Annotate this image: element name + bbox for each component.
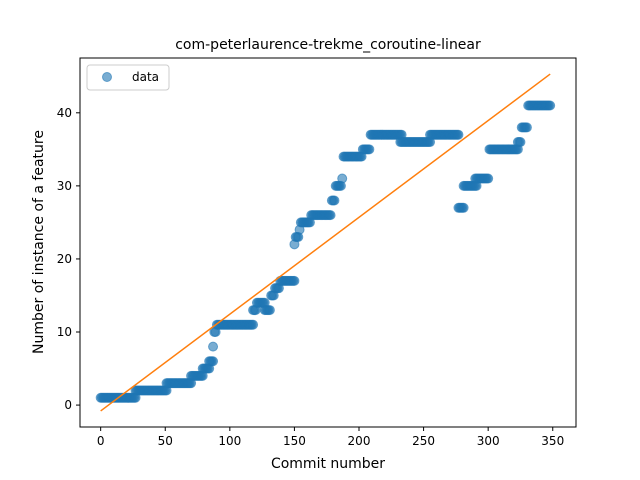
x-axis-ticks: 0 50 100 150 200 250 300 350 bbox=[97, 427, 564, 448]
legend-box bbox=[86, 64, 170, 91]
data-point bbox=[208, 356, 219, 367]
y-tick-label: 10 bbox=[57, 325, 72, 339]
x-tick-label: 50 bbox=[158, 434, 173, 448]
y-tick-label: 40 bbox=[57, 106, 72, 120]
data-points bbox=[95, 100, 556, 403]
x-tick-label: 100 bbox=[218, 434, 241, 448]
data-point bbox=[329, 195, 340, 206]
data-point bbox=[515, 137, 526, 148]
y-tick-label: 20 bbox=[57, 252, 72, 266]
y-axis-label: Number of instance of a feature bbox=[31, 130, 47, 354]
data-point bbox=[289, 275, 300, 286]
data-point bbox=[248, 319, 259, 330]
data-point bbox=[521, 122, 532, 133]
y-tick-label: 0 bbox=[64, 398, 72, 412]
data-point bbox=[364, 144, 375, 155]
x-axis-label: Commit number bbox=[271, 456, 385, 472]
x-tick-label: 350 bbox=[541, 434, 564, 448]
plot-frame bbox=[79, 57, 577, 428]
data-point bbox=[545, 100, 556, 111]
legend: data bbox=[86, 64, 170, 91]
data-point bbox=[264, 305, 275, 316]
data-point bbox=[458, 202, 469, 213]
data-point bbox=[208, 341, 219, 352]
legend-entry-data: data bbox=[132, 70, 159, 84]
fit-line-layer bbox=[100, 73, 551, 412]
x-tick-label: 300 bbox=[477, 434, 500, 448]
x-tick-label: 150 bbox=[283, 434, 306, 448]
x-tick-label: 0 bbox=[97, 434, 105, 448]
x-tick-label: 250 bbox=[412, 434, 435, 448]
y-axis-ticks: 0 10 20 30 40 bbox=[57, 106, 80, 412]
plot-area bbox=[80, 58, 576, 427]
data-point bbox=[453, 129, 464, 140]
y-tick-label: 30 bbox=[57, 179, 72, 193]
x-tick-label: 200 bbox=[348, 434, 371, 448]
chart-title: com-peterlaurence-trekme_coroutine-linea… bbox=[175, 37, 481, 53]
legend-marker-icon bbox=[102, 72, 112, 82]
data-point bbox=[337, 173, 348, 184]
fit-line bbox=[100, 73, 551, 412]
data-point bbox=[325, 210, 336, 221]
data-point bbox=[483, 173, 494, 184]
